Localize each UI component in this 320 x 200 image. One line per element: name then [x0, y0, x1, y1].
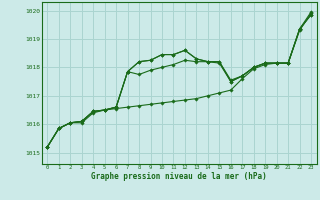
X-axis label: Graphe pression niveau de la mer (hPa): Graphe pression niveau de la mer (hPa) [91, 172, 267, 181]
